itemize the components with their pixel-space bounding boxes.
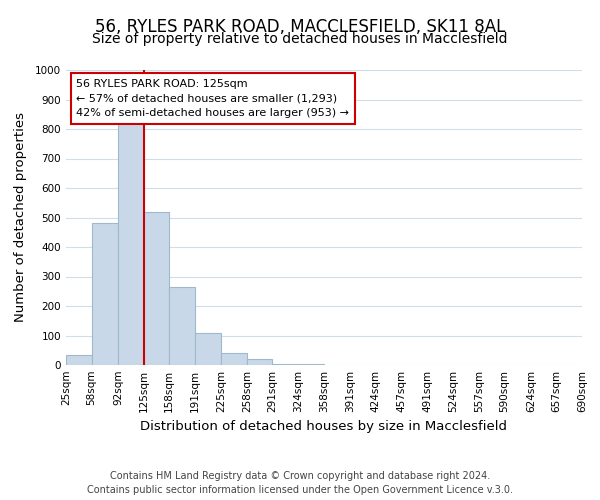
X-axis label: Distribution of detached houses by size in Macclesfield: Distribution of detached houses by size … <box>140 420 508 434</box>
Text: 56 RYLES PARK ROAD: 125sqm
← 57% of detached houses are smaller (1,293)
42% of s: 56 RYLES PARK ROAD: 125sqm ← 57% of deta… <box>76 79 349 118</box>
Bar <box>66 354 92 365</box>
Bar <box>298 364 325 365</box>
Bar <box>272 364 298 365</box>
Text: Size of property relative to detached houses in Macclesfield: Size of property relative to detached ho… <box>92 32 508 46</box>
Bar <box>169 287 195 365</box>
Text: 56, RYLES PARK ROAD, MACCLESFIELD, SK11 8AL: 56, RYLES PARK ROAD, MACCLESFIELD, SK11 … <box>95 18 505 36</box>
Text: Contains HM Land Registry data © Crown copyright and database right 2024.
Contai: Contains HM Land Registry data © Crown c… <box>87 471 513 495</box>
Bar <box>118 123 143 365</box>
Y-axis label: Number of detached properties: Number of detached properties <box>14 112 26 322</box>
Bar <box>247 359 272 365</box>
Bar <box>143 212 169 365</box>
Bar <box>195 332 221 365</box>
Bar <box>92 224 118 365</box>
Bar <box>221 353 247 365</box>
